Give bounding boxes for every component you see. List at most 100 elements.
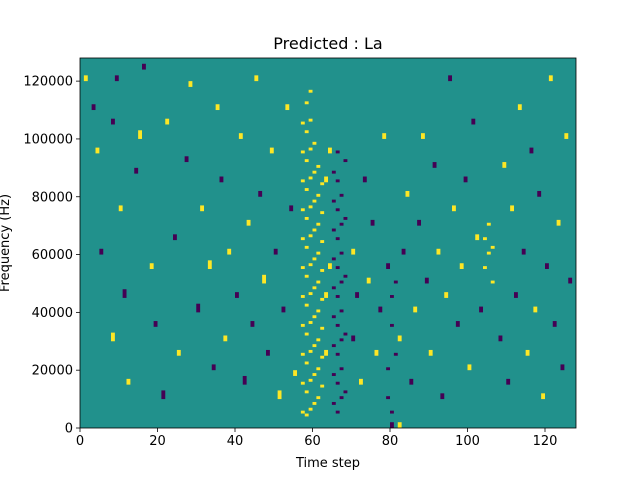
heatmap-cell [316,222,321,226]
y-axis-title: Frequency (Hz) [0,194,13,292]
heatmap-cell [525,349,530,356]
heatmap-cell [386,396,391,400]
heatmap-cell [304,361,309,365]
heatmap-cell [262,274,267,284]
heatmap-cell [390,323,394,327]
heatmap-cell [308,147,313,151]
heatmap-cell [355,292,360,298]
heatmap-cell [304,303,309,307]
y-tick-label: 0 [65,422,73,437]
heatmap-cell [281,306,286,313]
heatmap-cell [521,248,526,255]
heatmap-cell [343,274,348,278]
heatmap-cell [428,349,433,356]
heatmap-cell [405,190,410,197]
heatmap-cell [300,381,305,385]
heatmap-cell [304,101,309,105]
heatmap-cell [246,219,251,226]
heatmap-cell [440,393,445,400]
heatmap-cell [273,248,278,255]
heatmap-cell [490,280,495,284]
heatmap-cell [165,118,170,125]
heatmap-cell [502,162,507,168]
heatmap-cell [269,147,274,154]
heatmap-cell [339,338,344,342]
heatmap-cell [351,248,356,255]
heatmap-cell [219,176,224,183]
heatmap-cell [459,263,464,270]
plot-frame [79,57,577,429]
heatmap-cell [351,335,356,342]
heatmap-cell [370,219,375,226]
heatmap-cell [300,237,305,241]
heatmap-cell [393,352,398,356]
heatmap-cell [308,407,313,411]
heatmap-cell [335,410,340,414]
heatmap-cell [537,190,542,197]
heatmap-cell [564,133,569,139]
x-tick-label: 120 [533,434,558,449]
heatmap-cell [324,349,329,356]
heatmap-cell [506,378,511,385]
heatmap-cell [331,401,336,405]
heatmap-cell [335,381,340,385]
heatmap-cell [149,263,154,270]
heatmap-cell [324,292,329,298]
heatmap-cell [471,118,476,125]
heatmap-cell [541,393,546,400]
y-axis-ticks: 0 20000 40000 60000 80000 100000 120000 [23,75,80,437]
heatmap-cell [386,367,391,371]
heatmap-cell [335,150,340,154]
heatmap-cell [289,205,294,212]
heatmap-cell [316,309,321,313]
heatmap-cell [386,263,391,270]
heatmap-cell [122,289,127,298]
heatmap-cell [339,251,344,255]
heatmap-cell [483,266,487,270]
heatmap-cell [99,248,104,255]
heatmap-cell [126,378,131,385]
heatmap-cell [339,222,344,226]
heatmap-cell [560,364,565,371]
heatmap-cell [486,251,491,255]
heatmap-cell [545,263,549,270]
heatmap-cell [308,349,313,353]
heatmap-cell [343,216,348,220]
heatmap-cell [312,170,317,174]
heatmap-cell [444,292,449,298]
heatmap-cell [285,104,290,111]
heatmap-cell [335,179,340,183]
heatmap-cell [300,121,305,125]
heatmap-cell [320,355,325,359]
heatmap-cell [339,193,344,197]
heatmap-cell [486,222,491,226]
y-tick-label: 60000 [32,248,73,263]
heatmap-cell [176,349,181,356]
heatmap-cell [300,352,305,356]
heatmap-cell [308,263,313,267]
heatmap-cell [479,306,484,313]
heatmap-cell [452,205,456,212]
heatmap-cell [153,321,158,327]
heatmap-cell [312,344,317,348]
heatmap-cell [529,147,534,154]
heatmap-cell [390,295,394,298]
heatmap-cell [331,373,336,376]
heatmap-cell [173,234,177,241]
heatmap-cell [304,159,309,163]
heatmap-cell [316,367,321,371]
heatmap-cell [242,375,247,385]
heatmap-cell [320,269,325,272]
heatmap-cell [335,323,340,327]
heatmap-cell [343,390,348,394]
heatmap-cell [343,159,348,163]
heatmap-cell [316,193,321,197]
heatmap-cell [312,199,317,203]
heatmap-cell [316,338,321,342]
heatmap-cell [142,63,146,70]
chart-title: Predicted : La [273,34,382,53]
heatmap-cell [397,335,402,342]
heatmap-cell [432,162,437,168]
y-tick-label: 40000 [32,306,73,321]
heatmap-cell [95,147,100,154]
